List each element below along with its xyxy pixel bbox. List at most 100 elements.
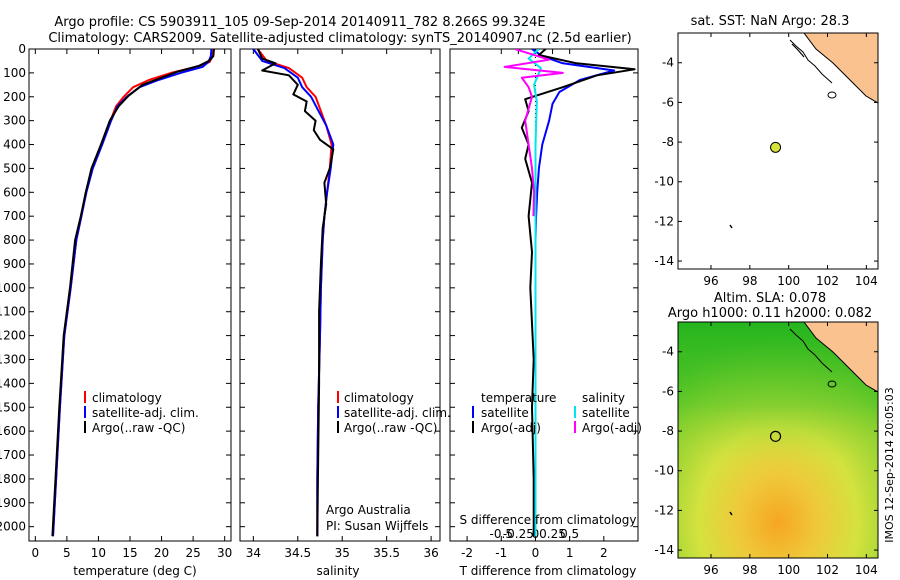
sst-map-axes: 96 98 100 102 104 -4 -6 -8 -10 -12 -14 — [654, 33, 878, 288]
depth-ytick-label: 100 — [3, 66, 26, 80]
temperature-series-2-argo-raw-qc — [51, 49, 215, 537]
depth-ytick-label: 1800 — [0, 472, 26, 486]
salinity-annotation-pi: PI: Susan Wijffels — [326, 519, 428, 533]
salinity-series-1-satellite-adj-clim — [252, 49, 335, 537]
difference-xtick-label: 2 — [600, 546, 608, 560]
salinity-xlabel: salinity — [316, 564, 359, 578]
sst-map-land — [803, 33, 878, 104]
depth-ytick-label: 300 — [3, 114, 26, 128]
temperature-xtick-label: 10 — [91, 546, 106, 560]
sla-map-xtick-label: 102 — [816, 563, 839, 577]
sla-map-ytick-label: -6 — [662, 384, 674, 398]
difference-top-label: S difference from climatology — [460, 513, 637, 527]
sst-map-ytick-label: -4 — [662, 56, 674, 70]
sst-map-title: sat. SST: NaN Argo: 28.3 — [691, 14, 850, 29]
depth-ytick-label: 1700 — [0, 448, 26, 462]
salinity-xtick-label: 35.5 — [373, 546, 400, 560]
sst-map-ytick-label: -12 — [654, 214, 674, 228]
sla-map-xtick-label: 96 — [703, 563, 718, 577]
depth-ytick-label: 1000 — [0, 281, 26, 295]
salinity-panel-frame — [239, 48, 441, 542]
watermark: IMOS 12-Sep-2014 20:05:03 — [883, 387, 896, 542]
legend-header-salinity: salinity — [582, 391, 625, 405]
sla-map-ytick-label: -10 — [654, 464, 674, 478]
difference-xlabel: T difference from climatology — [459, 564, 637, 578]
difference-xtick-label: -1 — [495, 546, 507, 560]
depth-ytick-label: 500 — [3, 161, 26, 175]
sla-map-ytick-label: -8 — [662, 424, 674, 438]
sla-map-land — [803, 322, 878, 393]
sst-map-island — [791, 43, 805, 58]
sst-map-ytick-label: -8 — [662, 135, 674, 149]
difference-axes: -2 -1 0 1 2-0.5-0.250 0.250.5 — [450, 48, 638, 560]
depth-ytick-label: 1500 — [0, 400, 26, 414]
sla-map-island-small — [827, 380, 837, 388]
temperature-xtick-label: 20 — [154, 546, 169, 560]
depth-ytick-label: 2000 — [0, 520, 26, 534]
temperature-legend: climatology satellite-adj. clim. Argo(..… — [84, 391, 199, 435]
difference-series-3-argo-adj — [503, 49, 564, 217]
sst-map-xtick-label: 104 — [855, 274, 878, 288]
salinity-xtick-label: 36 — [423, 546, 438, 560]
legend-label-sal-argo: Argo(-adj) — [582, 421, 642, 435]
sla-map-islet — [729, 511, 733, 516]
sst-map-island-chain — [789, 39, 833, 84]
sst-map-xtick-label: 102 — [816, 274, 839, 288]
depth-ytick-label: 0 — [18, 42, 26, 56]
sst-map-xtick-label: 100 — [777, 274, 800, 288]
depth-ytick-label: 800 — [3, 233, 26, 247]
temperature-xtick-label: 15 — [122, 546, 137, 560]
salinity-series-2-argo-raw-qc — [256, 49, 335, 537]
difference-s-tick-label: 0.25 — [539, 527, 566, 541]
legend-label-satellite: satellite-adj. clim. — [344, 406, 451, 420]
depth-ytick-label: 1400 — [0, 376, 26, 390]
legend-label-sal-satellite: satellite — [582, 406, 630, 420]
legend-label-satellite: satellite-adj. clim. — [92, 406, 199, 420]
temperature-series — [51, 49, 215, 537]
difference-series — [503, 49, 636, 537]
difference-xtick-label: 1 — [566, 546, 574, 560]
temperature-axes: 0 5 10 15 20 25 300100200300400500600700800900… — [0, 42, 232, 560]
sla-map-xtick-label: 100 — [777, 563, 800, 577]
legend-label-temp-argo: Argo(-adj) — [481, 421, 541, 435]
difference-s-tick-label: -0.25 — [503, 527, 534, 541]
sst-map-ytick-label: -6 — [662, 95, 674, 109]
difference-series-0-satellite — [531, 49, 616, 537]
legend-label-argo: Argo(..raw -QC) — [92, 421, 185, 435]
temperature-xtick-label: 0 — [31, 546, 39, 560]
salinity-xtick-label: 35 — [335, 546, 350, 560]
sst-map-island-small — [827, 91, 837, 99]
depth-ytick-label: 700 — [3, 209, 26, 223]
difference-panel-frame — [449, 48, 639, 542]
legend-header-temperature: temperature — [481, 391, 556, 405]
sla-map-xtick-label: 104 — [855, 563, 878, 577]
depth-ytick-label: 1300 — [0, 352, 26, 366]
difference-series-1-argo-adj — [520, 49, 636, 537]
salinity-xtick-label: 34 — [246, 546, 261, 560]
depth-ytick-label: 1200 — [0, 329, 26, 343]
sla-map-xtick-label: 98 — [742, 563, 757, 577]
sst-map-xtick-label: 96 — [703, 274, 718, 288]
depth-ytick-label: 200 — [3, 90, 26, 104]
temperature-xtick-label: 30 — [217, 546, 232, 560]
sst-map-xtick-label: 98 — [742, 274, 757, 288]
figure-title-line1: Argo profile: CS 5903911_105 09-Sep-2014… — [54, 15, 545, 30]
temperature-panel-frame — [28, 48, 232, 542]
temperature-xlabel: temperature (deg C) — [73, 564, 196, 578]
difference-s-tick-label: -0.5 — [490, 527, 513, 541]
difference-xtick-label: -2 — [461, 546, 473, 560]
sst-map-argo-marker — [770, 141, 782, 153]
temperature-xtick-label: 5 — [63, 546, 71, 560]
legend-label-temp-satellite: satellite — [481, 406, 529, 420]
salinity-legend: climatology satellite-adj. clim. Argo(..… — [337, 391, 451, 435]
temperature-xtick-label: 25 — [185, 546, 200, 560]
sst-map-islet — [729, 224, 733, 229]
depth-ytick-label: 1100 — [0, 305, 26, 319]
difference-xtick-label: 0 — [532, 546, 540, 560]
temperature-series-0-climatology — [52, 49, 215, 537]
sla-map-ytick-label: -14 — [654, 543, 674, 557]
sla-map-axes: 96 98 100 102 104 -4 -6 -8 -10 -12 -14 — [654, 322, 878, 577]
sla-map-title-line1: Altim. SLA: 0.078 — [714, 291, 826, 306]
temperature-series-1-satellite-adj-clim — [52, 49, 213, 537]
